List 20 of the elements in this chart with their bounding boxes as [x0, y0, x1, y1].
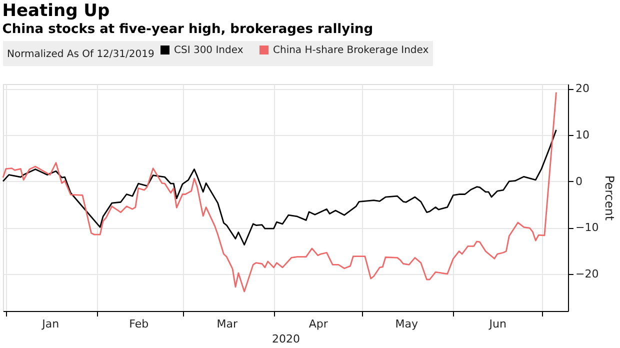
y-tick-label: −20	[576, 267, 599, 280]
x-tick-label: Jan	[41, 318, 60, 330]
legend-label: CSI 300 Index	[174, 45, 244, 56]
x-tick-label: Mar	[216, 318, 238, 330]
x-tick-label: Feb	[129, 318, 149, 330]
y-tick-label: −10	[576, 221, 599, 234]
y-tick-label: 20	[576, 82, 590, 96]
x-tick-label: Apr	[308, 318, 328, 330]
y-tick-label: 0	[576, 174, 582, 188]
chart-subtitle: China stocks at five-year high, brokerages rallying	[2, 22, 374, 37]
line-series	[2, 92, 557, 292]
chart-title: Heating Up	[2, 1, 110, 21]
y-tick-label: 10	[576, 128, 590, 142]
x-tick-label: May	[395, 318, 419, 330]
legend-label: China H-share Brokerage Index	[273, 45, 429, 56]
x-axis-title: 2020	[272, 332, 300, 346]
x-tick-label: Jun	[488, 318, 506, 330]
legend-title: Normalized As Of 12/31/2019	[7, 49, 154, 60]
line-series	[2, 129, 557, 246]
y-axis-title: Percent	[602, 175, 617, 221]
